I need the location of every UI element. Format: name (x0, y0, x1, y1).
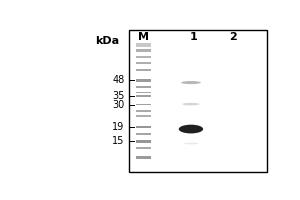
Bar (136, 43, 151, 47)
Text: M: M (138, 32, 149, 42)
Bar (136, 62, 151, 64)
Bar (136, 156, 151, 159)
Bar (136, 126, 151, 128)
Text: 15: 15 (112, 136, 125, 146)
Text: 30: 30 (112, 100, 125, 110)
Ellipse shape (183, 143, 199, 144)
Bar (136, 49, 151, 52)
Bar (136, 56, 151, 58)
Bar (136, 133, 151, 135)
Bar (136, 69, 151, 71)
Text: kDa: kDa (95, 36, 119, 46)
Ellipse shape (181, 81, 201, 84)
Ellipse shape (182, 103, 200, 105)
Bar (136, 147, 151, 149)
Text: 19: 19 (112, 122, 125, 132)
Bar (136, 92, 151, 93)
Bar (136, 140, 151, 143)
Text: 2: 2 (229, 32, 237, 42)
Text: 1: 1 (189, 32, 197, 42)
Ellipse shape (179, 125, 203, 133)
Text: 48: 48 (112, 75, 125, 85)
Bar (136, 110, 151, 112)
Bar (136, 86, 151, 88)
Bar (136, 79, 151, 82)
Bar (129, 30, 266, 172)
Text: 35: 35 (112, 91, 125, 101)
Bar (136, 95, 151, 97)
Bar (136, 104, 151, 105)
Bar (136, 115, 151, 117)
